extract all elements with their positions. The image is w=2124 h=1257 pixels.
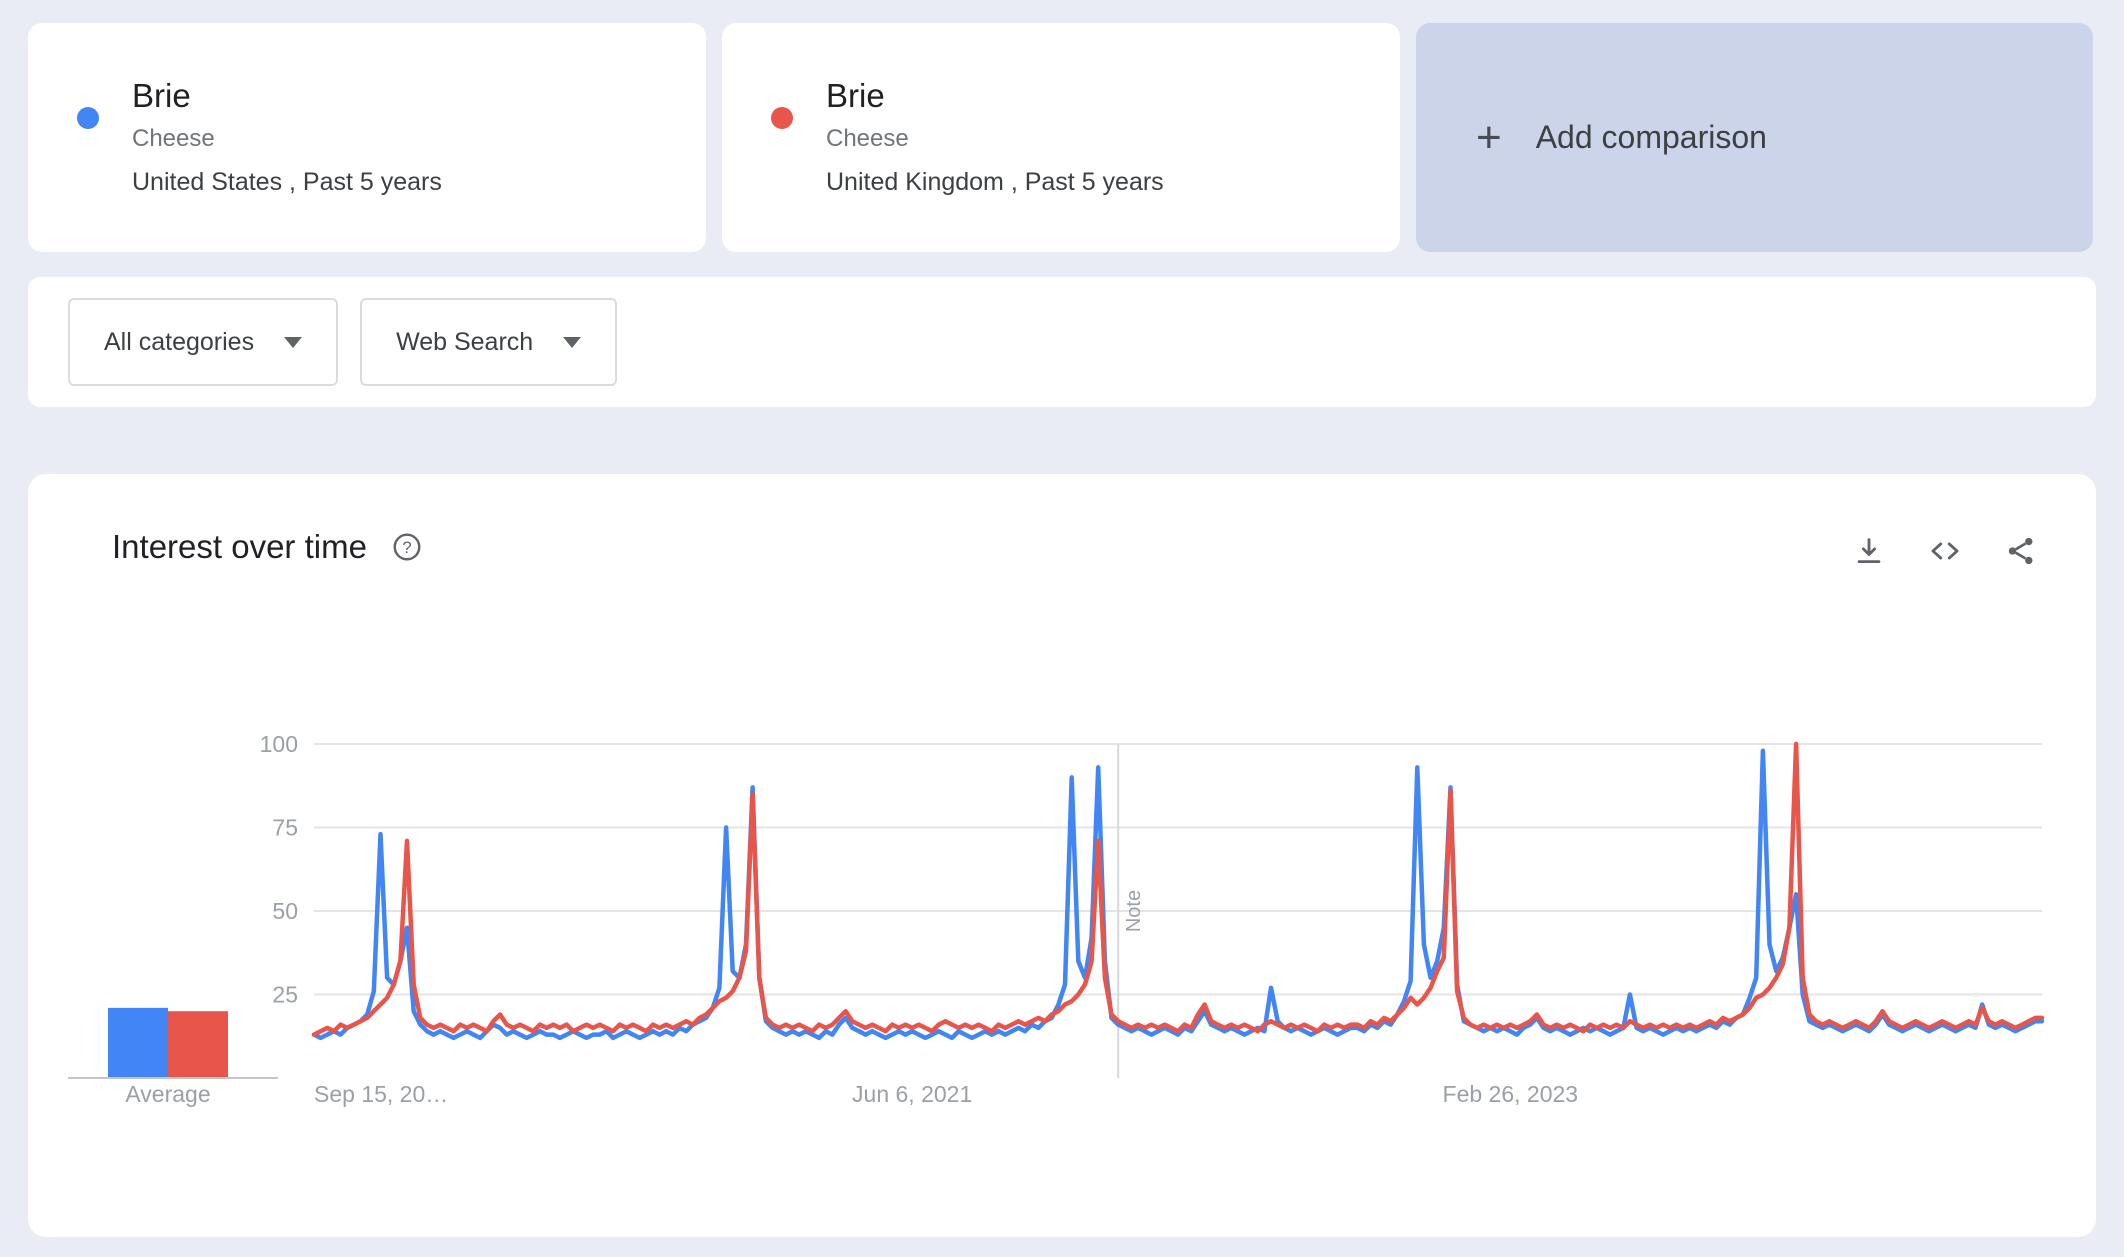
add-comparison-button[interactable]: + Add comparison <box>1416 23 2093 252</box>
svg-text:?: ? <box>402 538 411 557</box>
term-keyword: Brie <box>826 77 885 114</box>
filters-bar: All categories Web Search <box>28 277 2096 407</box>
term-color-dot <box>77 107 99 129</box>
embed-icon[interactable] <box>1928 534 1962 568</box>
svg-text:Sep 15, 20…: Sep 15, 20… <box>314 1081 448 1107</box>
svg-text:50: 50 <box>272 898 298 924</box>
category-dropdown-label: All categories <box>104 327 255 356</box>
svg-text:Note: Note <box>1123 890 1145 932</box>
category-dropdown[interactable]: All categories <box>68 298 339 386</box>
term-scope: United Kingdom , Past 5 years <box>826 168 1164 196</box>
term-color-dot <box>771 107 793 129</box>
search-type-dropdown[interactable]: Web Search <box>360 298 618 386</box>
term-keyword: Brie <box>132 77 191 114</box>
term-text-block: Brie Cheese United States , Past 5 years <box>28 23 706 197</box>
chart-toolbar <box>1852 534 2038 568</box>
search-type-dropdown-label: Web Search <box>396 327 534 356</box>
term-card-united-states: Brie Cheese United States , Past 5 years <box>28 23 706 252</box>
svg-text:Average: Average <box>125 1081 210 1107</box>
svg-text:100: 100 <box>260 731 298 757</box>
add-comparison-label: Add comparison <box>1535 119 1767 155</box>
chart-title: Interest over time <box>112 528 367 565</box>
svg-text:25: 25 <box>272 982 298 1008</box>
interest-chart[interactable]: 25 50 75 100 Note Sep 15, 20… Jun 6, 2021 Feb 2… <box>28 474 2096 1237</box>
chevron-down-icon <box>563 336 582 348</box>
help-icon[interactable]: ? <box>391 531 423 563</box>
term-text-block: Brie Cheese United Kingdom , Past 5 year… <box>722 23 1400 197</box>
interest-over-time-card: Interest over time ? <box>28 474 2096 1237</box>
term-scope: United States , Past 5 years <box>132 168 442 196</box>
comparison-terms-row: Brie Cheese United States , Past 5 years… <box>28 23 2093 252</box>
term-card-united-kingdom: Brie Cheese United Kingdom , Past 5 year… <box>722 23 1400 252</box>
chevron-down-icon <box>284 336 303 348</box>
plus-icon: + <box>1476 112 1502 162</box>
svg-text:Jun 6, 2021: Jun 6, 2021 <box>852 1081 972 1107</box>
term-topic-type: Cheese <box>826 125 909 152</box>
svg-text:75: 75 <box>272 815 298 841</box>
chart-card-header: Interest over time ? <box>112 528 423 566</box>
download-icon[interactable] <box>1852 534 1886 568</box>
svg-text:Feb 26, 2023: Feb 26, 2023 <box>1443 1081 1579 1107</box>
share-icon[interactable] <box>2004 534 2038 568</box>
term-topic-type: Cheese <box>132 125 215 152</box>
